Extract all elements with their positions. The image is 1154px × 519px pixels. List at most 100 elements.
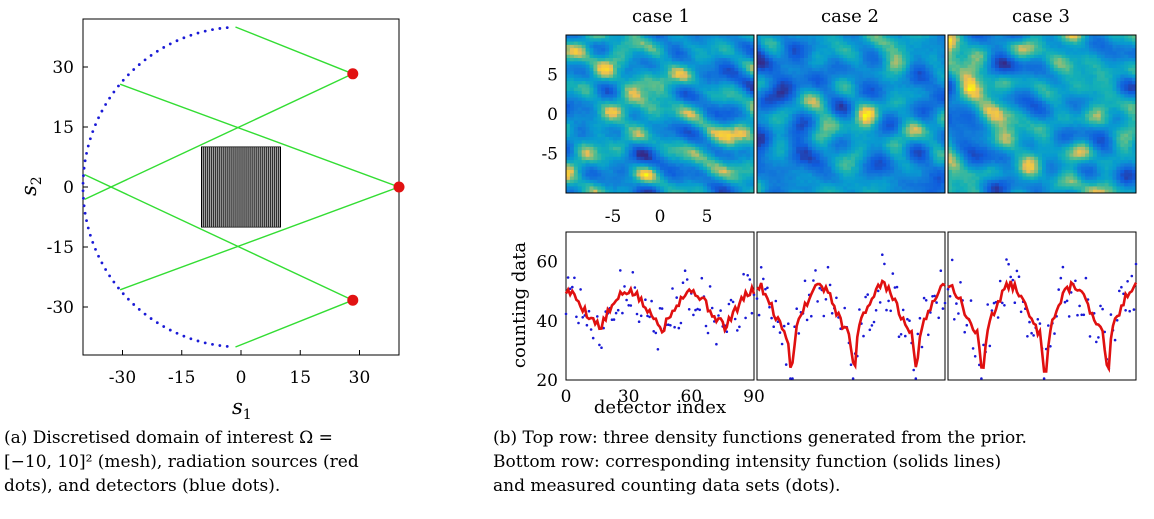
- heatmap-cell: [577, 87, 583, 92]
- heatmap-cell: [577, 146, 583, 151]
- heatmap-cell: [679, 130, 684, 135]
- heatmap-cell: [718, 169, 724, 174]
- heatmap-cell: [819, 100, 824, 105]
- heatmap-cell: [772, 48, 777, 52]
- heatmap-cell: [593, 120, 598, 125]
- heatmap-cell: [941, 146, 946, 151]
- heatmap-cell: [925, 186, 930, 191]
- heatmap-cell: [815, 114, 821, 118]
- heatmap-cell: [679, 117, 684, 121]
- heatmap-cell: [687, 87, 692, 92]
- heatmap-cell: [854, 104, 860, 108]
- heatmap-cell: [585, 156, 590, 161]
- heatmap-cell: [760, 77, 766, 82]
- heatmap-cell: [718, 67, 724, 72]
- heatmap-cell: [738, 110, 743, 115]
- heatmap-cell: [742, 166, 747, 171]
- heatmap-cell: [605, 140, 610, 145]
- heatmap-cell: [691, 186, 696, 191]
- heatmap-cell: [788, 90, 793, 95]
- heatmap-cell: [760, 114, 766, 118]
- heatmap-cell: [792, 130, 797, 135]
- heatmap-cell: [819, 84, 824, 89]
- heatmap-cell: [921, 114, 926, 118]
- heatmap-cell: [750, 97, 755, 102]
- heatmap-cell: [636, 153, 641, 158]
- heatmap-cell: [569, 183, 575, 187]
- heatmap-cell: [831, 137, 836, 141]
- heatmap-cell: [609, 156, 614, 161]
- heatmap-cell: [929, 94, 934, 98]
- detector-dot: [108, 96, 111, 100]
- heatmap-cell: [933, 156, 938, 161]
- heatmap-cell: [796, 51, 801, 56]
- heatmap-cell: [764, 87, 770, 92]
- detector-dot: [182, 334, 186, 338]
- heatmap-cell: [784, 140, 789, 145]
- heatmap-cell: [823, 54, 828, 59]
- heatmap-cell: [660, 189, 665, 194]
- heatmap-cell: [894, 61, 899, 66]
- heatmap-cell: [929, 41, 934, 46]
- heatmap-cell: [710, 107, 716, 112]
- heatmap-cell: [898, 160, 903, 164]
- heatmap-cell: [663, 169, 669, 174]
- heatmap-cell: [742, 100, 747, 105]
- heatmap-cell: [827, 107, 832, 112]
- heatmap-cell: [800, 64, 805, 69]
- heatmap-cell: [909, 176, 915, 181]
- heatmap-cell: [1006, 41, 1012, 46]
- heatmap-cell: [675, 160, 680, 164]
- heatmap-cell: [628, 169, 633, 174]
- heatmap-cell: [566, 48, 571, 52]
- heatmap-cell: [695, 176, 700, 181]
- heatmap-cell: [1124, 41, 1129, 46]
- heatmap-cell: [609, 38, 614, 42]
- heatmap-cell: [730, 100, 735, 105]
- heatmap-cell: [933, 123, 938, 128]
- heatmap-cell: [800, 166, 805, 171]
- heatmap-cell: [581, 35, 586, 39]
- heatmap-cell: [648, 71, 653, 75]
- heatmap-cell: [835, 156, 840, 161]
- heatmap-cell: [628, 156, 633, 161]
- heatmap-cell: [886, 186, 891, 191]
- heatmap-cell: [854, 35, 860, 39]
- heatmap-cell: [925, 123, 930, 128]
- heatmap-cell: [609, 179, 614, 184]
- heatmap-cell: [613, 140, 618, 145]
- heatmap-cell: [671, 127, 677, 131]
- source-dot: [347, 68, 359, 80]
- heatmap-cell: [605, 97, 610, 102]
- heatmap-cell: [776, 140, 781, 145]
- heatmap-cell: [663, 153, 669, 158]
- heatmap-cell: [905, 133, 911, 138]
- heatmap-cell: [933, 58, 938, 62]
- heatmap-cell: [815, 189, 821, 194]
- heatmap-cell: [652, 189, 657, 194]
- heatmap-cell: [624, 64, 630, 69]
- detector-dot: [117, 84, 120, 88]
- heatmap-cell: [862, 100, 868, 105]
- heatmap-cell: [605, 173, 610, 177]
- heatmap-cell: [870, 189, 875, 194]
- heatmap-cell: [675, 110, 680, 115]
- heatmap-cell: [577, 97, 583, 102]
- heatmap-cell: [605, 189, 610, 194]
- heatmap-cell: [616, 54, 622, 59]
- heatmap-cell: [714, 97, 720, 102]
- heatmap-cell: [707, 44, 712, 49]
- heatmap-cell: [847, 107, 852, 112]
- heatmap-cell: [874, 100, 879, 105]
- heatmap-cell: [644, 150, 649, 154]
- heatmap-cell: [882, 156, 887, 161]
- heatmap-cell: [703, 176, 708, 181]
- heatmap-cell: [710, 48, 716, 52]
- heatmap-cell: [663, 38, 669, 42]
- heatmap-cell: [780, 169, 785, 174]
- heatmap-cell: [862, 58, 868, 62]
- heatmap-cell: [675, 41, 680, 46]
- heatmap-cell: [656, 169, 661, 174]
- heatmap-cell: [862, 173, 868, 177]
- heatmap-cell: [726, 84, 731, 89]
